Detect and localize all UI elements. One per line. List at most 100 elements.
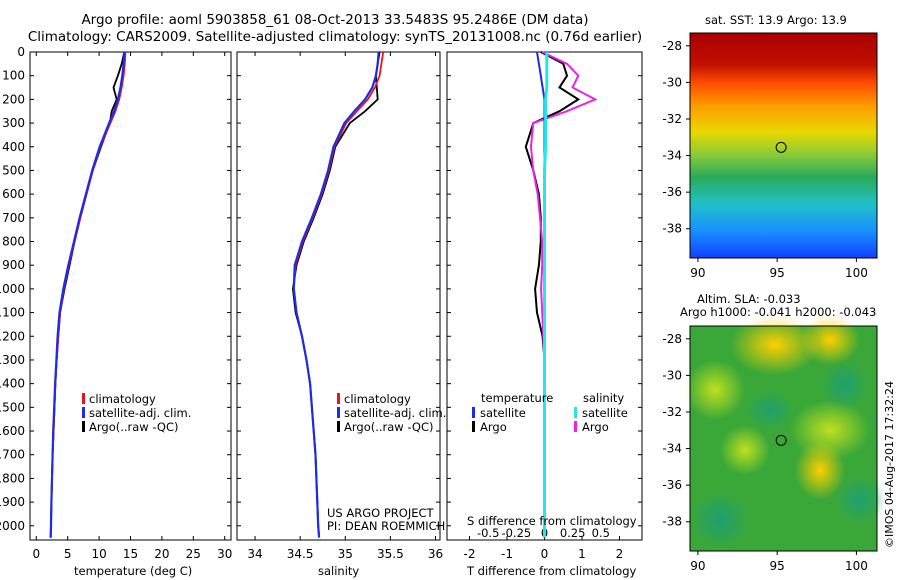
depth-tick-label: 200 [2,92,25,106]
x-tick-label: 5 [64,547,72,561]
title-line-1: Argo profile: aoml 5903858_61 08-Oct-201… [81,12,589,28]
pi-label: PI: DEAN ROEMMICH [327,519,446,533]
float-position-marker [775,434,787,446]
legend-label: Argo(..raw -QC) [89,420,179,434]
temperature-xlabel: temperature (deg C) [74,564,193,578]
legend-swatch [472,421,475,432]
legend-swatch [337,407,340,418]
s-tick-label: -0.5 [477,526,499,540]
series-line-climatology [292,51,385,538]
x-tick-label: 0 [32,547,40,561]
lon-tick-label: 100 [845,559,868,573]
depth-tick-label: 1500 [0,400,25,414]
series-line-s-satellite [543,52,549,538]
title-line-2: Climatology: CARS2009. Satellite-adjuste… [27,29,643,45]
legend-label: satellite-adj. clim. [89,406,191,420]
legend-label: satellite [480,406,526,420]
x-tick-label: 36 [428,547,443,561]
lon-tick-label: 100 [845,266,868,280]
lon-tick-label: 90 [690,559,705,573]
depth-tick-label: 1000 [0,282,25,296]
difference-toplabel: S difference from climatology [467,514,637,528]
lat-tick-label: -30 [662,368,682,382]
sla-anomaly-blob [820,360,870,410]
lat-tick-label: -36 [662,478,682,492]
sla-map-title-2: Argo h1000: -0.041 h2000: -0.043 [680,305,877,319]
lat-tick-label: -30 [662,75,682,89]
map-frame [689,325,878,552]
depth-tick-label: 1800 [0,471,25,485]
difference-xlabel: T difference from climatology [467,564,637,578]
sla-anomaly-blob [795,440,845,500]
imos-footer: ©IMOS 04-Aug-2017 17:32:24 [883,381,896,548]
sla-map: -28 -30 -32 -34 -36 -38 90 95 100 [662,315,885,573]
depth-tick-label: 1900 [0,495,25,509]
s-tick-label: 0.25 [560,526,586,540]
sla-anomaly-blob [800,315,860,365]
depth-tick-label: 1100 [0,306,25,320]
legend-title-temperature: temperature [481,391,553,405]
project-label: US ARGO PROJECT [327,506,434,520]
depth-tick-label: 800 [2,235,25,249]
g-sal-frame [236,51,441,541]
legend-swatch [574,407,577,418]
depth-tick-label: 900 [2,258,25,272]
legend-label: climatology [344,392,411,406]
x-tick-label: 34.5 [287,547,314,561]
legend-swatch [337,421,340,432]
series-line-s-argo [529,51,598,538]
legend-swatch [82,393,85,404]
x-tick-label: 34 [247,547,262,561]
legend-swatch [82,421,85,432]
legend-title-salinity: salinity [583,391,624,405]
sla-anomaly-blob [730,315,820,375]
depth-tick-label: 400 [2,140,25,154]
legend-swatch [337,393,340,404]
g-temp-frame [29,51,232,541]
lat-tick-label: -34 [662,149,682,163]
sla-anomaly-blob [745,390,795,430]
x-tick-label: 20 [154,547,169,561]
depth-tick-label: 1700 [0,448,25,462]
lat-tick-label: -36 [662,185,682,199]
series-line-argo---raw--qc- [291,51,381,538]
lat-tick-label: -32 [662,405,682,419]
depth-tick-label: 700 [2,211,25,225]
x-tick-label: -1 [501,547,513,561]
sst-map: -28 -30 -32 -34 -36 -38 90 95 100 [662,32,878,280]
sst-field [690,33,877,258]
x-tick-label: 0 [541,547,549,561]
salinity-panel: 34 34.5 35 35.5 36 climatologysatellite-adj. … [236,51,446,561]
x-tick-label: 15 [123,547,138,561]
sst-map-title: sat. SST: 13.9 Argo: 13.9 [705,13,847,27]
temperature-panel: 0100200300400500600700800900100011001200… [0,45,232,561]
lon-tick-label: 95 [770,266,785,280]
x-tick-label: -2 [464,547,476,561]
x-tick-label: 2 [616,547,624,561]
s-tick-label: 0.5 [592,526,610,540]
s-tick-label: -0.25 [501,526,531,540]
x-tick-label: 1 [578,547,586,561]
x-tick-label: 35 [338,547,353,561]
series-line-satellite-adj--clim- [292,51,380,538]
series-line-satellite-adj--clim- [49,51,126,538]
lat-tick-label: -38 [662,222,682,236]
lat-tick-label: -32 [662,112,682,126]
salinity-xlabel: salinity [318,564,360,578]
sla-anomaly-blob [690,490,750,550]
float-position-marker [775,141,787,153]
x-tick-label: 25 [186,547,201,561]
depth-tick-label: 600 [2,187,25,201]
lon-tick-label: 95 [770,559,785,573]
legend-label: Argo [480,420,507,434]
depth-tick-label: 1400 [0,377,25,391]
legend-label: climatology [89,392,156,406]
depth-tick-label: 1600 [0,424,25,438]
lat-tick-label: -38 [662,515,682,529]
depth-tick-label: 1300 [0,353,25,367]
sla-anomaly-blob [685,360,745,420]
depth-tick-label: 500 [2,163,25,177]
legend-swatch [472,407,475,418]
